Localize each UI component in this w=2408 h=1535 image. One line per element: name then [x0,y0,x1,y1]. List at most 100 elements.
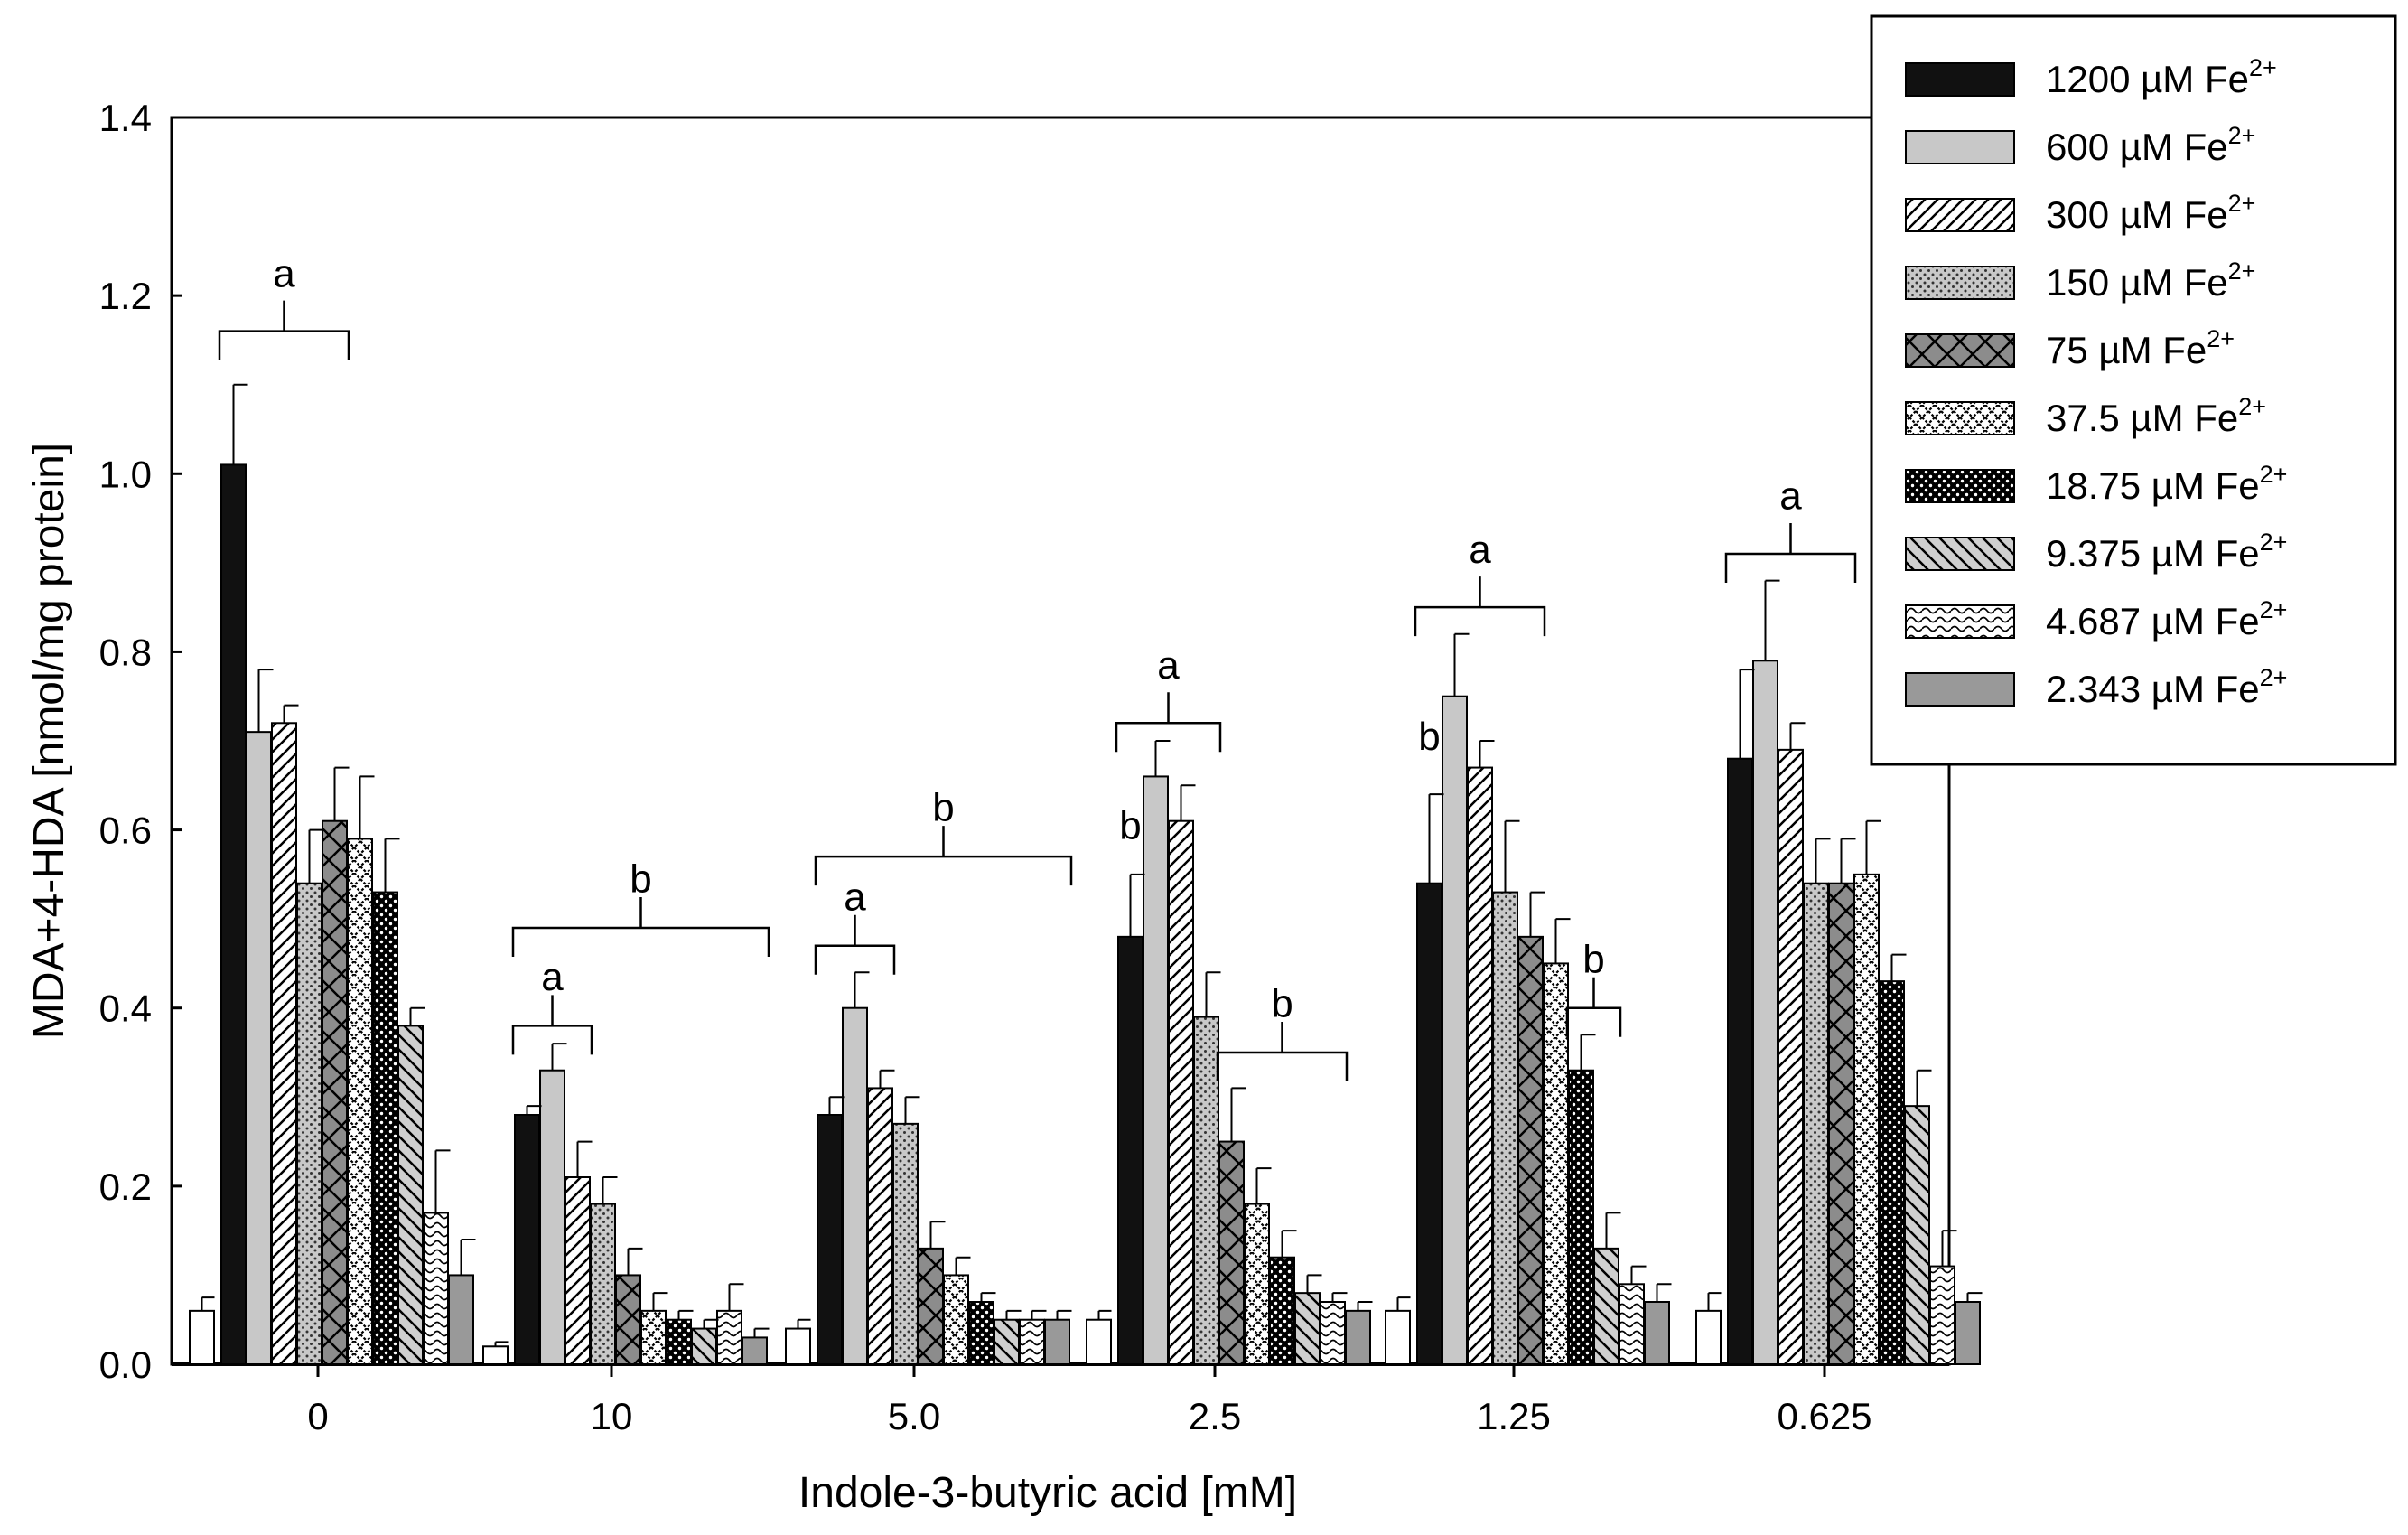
legend-label: 9.375 µM Fe2+ [2046,529,2287,575]
bar [640,1309,667,1366]
error-bar [1097,1309,1112,1320]
significance-letter: b [1271,982,1293,1026]
legend-swatch [1905,672,2015,707]
legend-label-superscript: 2+ [2260,664,2288,691]
legend-label-text: 300 µM Fe [2046,193,2228,236]
error-bar [1815,838,1831,884]
error-bar [828,1096,845,1115]
error-bar [526,1105,542,1115]
legend-label-superscript: 2+ [2249,54,2277,81]
bar [1492,891,1518,1365]
error-bar [333,766,350,821]
control-bar [189,1309,215,1366]
y-tick-label: 0.2 [99,1165,152,1208]
bar [296,882,322,1365]
y-tick-label: 0.0 [99,1343,152,1386]
significance-letter: b [1119,803,1141,847]
error-bar [576,1140,593,1177]
bar [615,1274,641,1366]
bar [1568,1069,1594,1365]
error-bar [1707,1292,1722,1311]
significance-bracket [814,914,896,975]
legend-label-text: 9.375 µM Fe [2046,532,2260,575]
significance-letter: a [1469,528,1491,572]
bar [220,463,247,1365]
error-bar [1656,1283,1672,1302]
bar [1193,1016,1219,1365]
legend-label-text: 2.343 µM Fe [2046,668,2260,710]
legend-label: 300 µM Fe2+ [2046,190,2255,236]
legend-label-superscript: 2+ [2228,122,2256,149]
significance-letter: a [844,875,866,919]
error-bar [1630,1265,1647,1285]
error-bar [1230,1087,1246,1142]
error-bar [1789,722,1806,750]
significance-bracket [1414,576,1546,637]
error-bar [1479,740,1495,768]
error-bar [677,1309,694,1320]
control-bar [785,1327,811,1365]
error-bar [1605,1212,1621,1249]
legend-label-superscript: 2+ [2260,529,2288,556]
x-tick-label: 0 [307,1395,328,1437]
bar [1955,1301,1981,1365]
control-bar [1086,1318,1112,1365]
bar [1593,1247,1619,1366]
bar [1929,1265,1955,1365]
bar [565,1176,591,1365]
legend-label: 37.5 µM Fe2+ [2046,393,2266,439]
bar [817,1114,843,1365]
error-bar [602,1176,618,1204]
legend-label-text: 4.687 µM Fe [2046,600,2260,642]
error-bar [1580,1034,1596,1071]
bar [1345,1309,1371,1366]
error-bar [1154,740,1171,777]
bar [1517,935,1544,1366]
bar [448,1274,474,1366]
bar [1853,873,1880,1365]
bar [1117,935,1143,1366]
bar [1320,1301,1346,1365]
x-axis: 0 10 5.0 2.5 1.25 0.625 [172,1362,1949,1437]
significance-bracket [511,897,770,957]
error-bar [1281,1230,1297,1258]
error-bar [1357,1301,1373,1311]
error-bar [1129,873,1145,937]
bar [1619,1283,1645,1366]
error-bar [201,1296,215,1311]
x-tick-label: 2.5 [1189,1395,1241,1437]
error-bar [1554,918,1571,964]
bar [372,891,398,1365]
bar [1168,819,1194,1365]
legend-label-text: 37.5 µM Fe [2046,397,2238,439]
error-bar [904,1096,920,1124]
error-bar [854,971,870,1008]
error-bar [1031,1309,1047,1320]
bar [994,1318,1020,1365]
error-bar [257,669,274,733]
error-bar [359,775,375,839]
bar [1727,757,1753,1365]
y-tick-label: 1.2 [99,275,152,317]
significance-letter: b [932,786,954,830]
bar [968,1301,994,1365]
significance-letter: b [1582,937,1604,981]
error-bar [627,1247,643,1276]
legend-swatch [1905,130,2015,164]
error-bar [652,1292,668,1311]
bar [271,722,297,1365]
significance-bracket [218,300,350,360]
legend-label-superscript: 2+ [2207,325,2235,352]
bar [347,838,373,1365]
bar [1904,1105,1930,1365]
control-bar [482,1345,509,1366]
error-bar [1916,1069,1932,1107]
bar [1752,660,1778,1365]
legend-label: 1200 µM Fe2+ [2046,54,2277,100]
error-bar [753,1327,770,1338]
legend-label: 2.343 µM Fe2+ [2046,664,2287,710]
error-bar [1396,1296,1411,1311]
bar [842,1006,868,1365]
legend-swatch [1905,604,2015,639]
error-bar [1255,1167,1272,1204]
